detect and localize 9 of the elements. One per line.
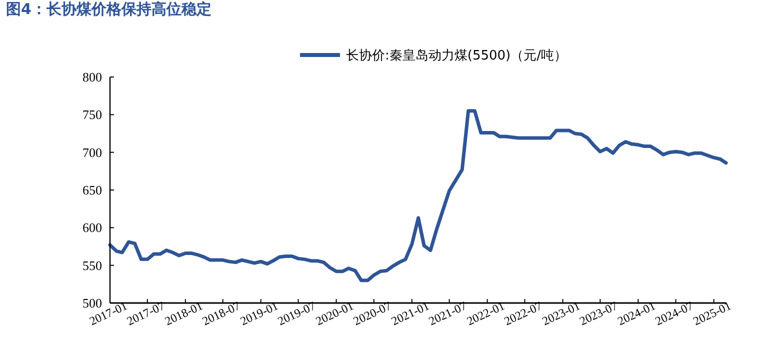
y-tick-label: 550 <box>82 258 102 273</box>
y-tick-label: 800 <box>82 70 102 85</box>
y-tick-label: 700 <box>82 144 102 160</box>
y-tick-label: 750 <box>82 107 102 122</box>
chart-title: 图4：长协煤价格保持高位稳定 <box>6 0 212 18</box>
y-tick-label: 650 <box>82 182 102 198</box>
legend-label: 长协价:秦皇岛动力煤(5500)（元/吨） <box>346 48 567 64</box>
line-series <box>108 109 728 282</box>
y-tick-label: 600 <box>82 220 102 236</box>
